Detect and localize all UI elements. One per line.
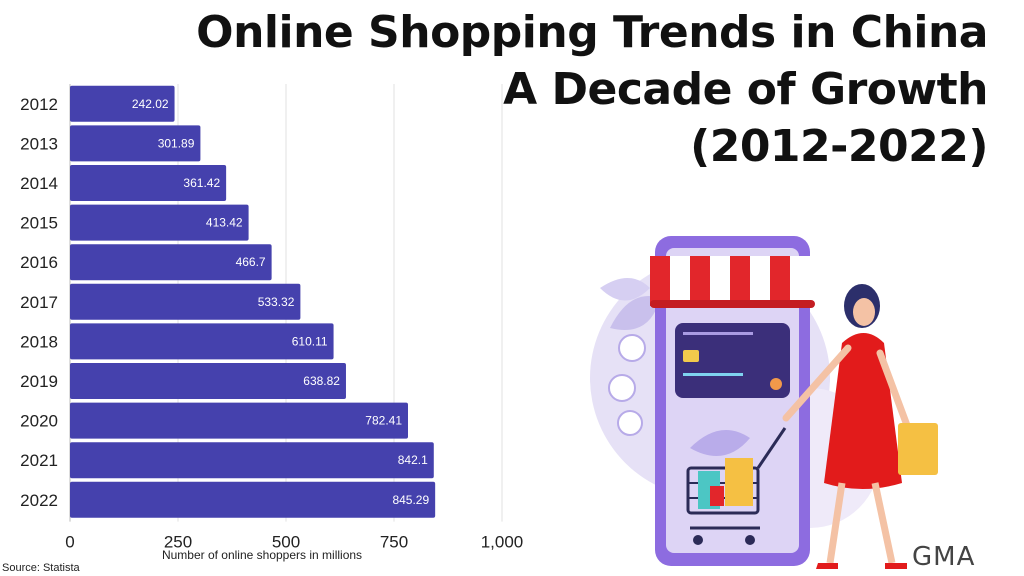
bar (70, 323, 334, 360)
credit-card-icon (675, 323, 790, 398)
bar (70, 283, 301, 320)
data-labels: 242.02 301.89 361.42 413.42 466.7 533.32 610.1… (132, 97, 430, 507)
data-label: 242.02 (132, 97, 169, 111)
data-label: 361.42 (183, 176, 220, 190)
bar (70, 85, 175, 122)
data-label: 782.41 (365, 414, 402, 428)
bar (70, 165, 227, 201)
awning-icon (650, 256, 815, 308)
x-tick-labels: 0 250 500 750 1,000 (65, 533, 523, 552)
category-label: 2019 (20, 372, 58, 391)
bar (70, 442, 434, 479)
leaf-icon (610, 296, 660, 330)
x-tick-label: 500 (272, 533, 300, 552)
data-label: 610.11 (292, 334, 328, 348)
card-chip-icon (683, 350, 699, 362)
x-tick-label: 0 (65, 533, 74, 552)
heart-icon (617, 410, 643, 436)
woman-shopper-icon (782, 284, 938, 569)
bar (70, 481, 436, 518)
bar (70, 363, 346, 399)
title-line-1: Online Shopping Trends in China (196, 7, 988, 58)
category-label: 2018 (20, 332, 58, 351)
card-stripe (683, 332, 753, 335)
card-stripe (683, 373, 743, 376)
card-logo-icon (770, 378, 782, 390)
bar (70, 244, 272, 281)
leaf-icon (690, 430, 750, 456)
data-label: 638.82 (303, 374, 340, 388)
title-line-3: (2012-2022) (690, 121, 988, 173)
category-label: 2013 (20, 134, 58, 153)
source-note: Source: Statista (2, 562, 80, 574)
data-label: 845.29 (392, 493, 429, 507)
title-block: Online Shopping Trends in China A Decade… (196, 4, 988, 176)
category-label: 2021 (20, 451, 58, 470)
category-label: 2012 (20, 95, 58, 114)
x-tick-label: 750 (380, 533, 408, 552)
category-label: 2015 (20, 214, 58, 233)
data-label: 466.7 (236, 255, 266, 269)
shopping-illustration (590, 236, 938, 569)
category-labels: 2012 2013 2014 2015 2016 2017 2018 2019 2020 2021… (20, 95, 58, 510)
bar (70, 204, 249, 241)
leaf-icon (600, 278, 650, 301)
shopping-cart-icon (686, 427, 787, 545)
bar-chart: 242.02 301.89 361.42 413.42 466.7 533.32 610.1… (20, 84, 523, 562)
category-label: 2016 (20, 253, 58, 272)
data-label: 301.89 (158, 136, 195, 150)
bars (70, 85, 436, 518)
category-label: 2022 (20, 491, 58, 510)
title-line-2: A Decade of Growth (503, 64, 988, 116)
x-tick-label: 1,000 (481, 533, 524, 552)
x-tick-label: 250 (164, 533, 192, 552)
brand-logo: GMA (912, 542, 975, 570)
bar (70, 125, 201, 162)
x-axis-label: Number of online shoppers in millions (162, 548, 362, 562)
hanger-icon (618, 334, 646, 362)
data-label: 413.42 (206, 216, 243, 230)
location-pin-icon (608, 374, 636, 402)
category-label: 2014 (20, 174, 58, 193)
category-label: 2017 (20, 293, 58, 312)
data-label: 842.1 (398, 453, 428, 467)
category-label: 2020 (20, 412, 58, 431)
brand-logo-text: GMA (912, 542, 975, 570)
bar (70, 402, 409, 439)
data-label: 533.32 (258, 295, 295, 309)
